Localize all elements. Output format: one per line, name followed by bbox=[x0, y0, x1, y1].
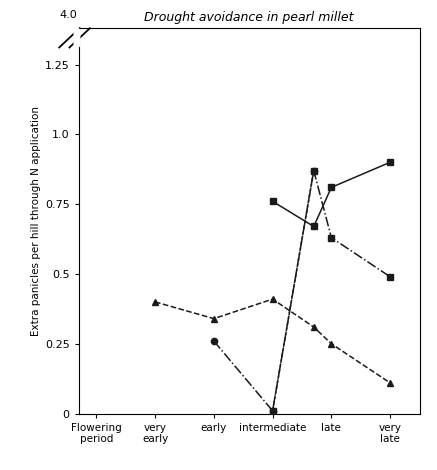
Text: 4.0: 4.0 bbox=[59, 10, 77, 21]
Y-axis label: Extra panicles per hill through N application: Extra panicles per hill through N applic… bbox=[31, 106, 41, 336]
Title: Drought avoidance in pearl millet: Drought avoidance in pearl millet bbox=[144, 11, 354, 24]
